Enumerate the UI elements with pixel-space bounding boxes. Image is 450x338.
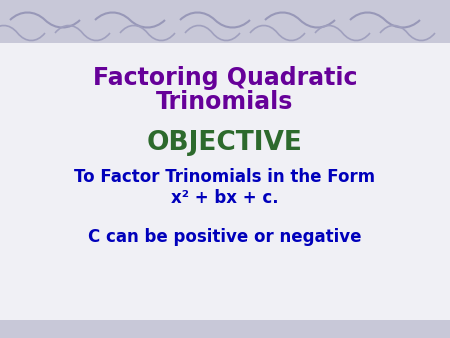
Text: x² + bx + c.: x² + bx + c.: [171, 189, 279, 207]
Text: OBJECTIVE: OBJECTIVE: [147, 130, 303, 156]
Text: To Factor Trinomials in the Form: To Factor Trinomials in the Form: [74, 168, 376, 186]
Text: Trinomials: Trinomials: [156, 90, 294, 114]
Polygon shape: [0, 0, 450, 43]
Text: C can be positive or negative: C can be positive or negative: [88, 228, 362, 246]
Polygon shape: [0, 320, 450, 338]
Text: Factoring Quadratic: Factoring Quadratic: [93, 66, 357, 90]
